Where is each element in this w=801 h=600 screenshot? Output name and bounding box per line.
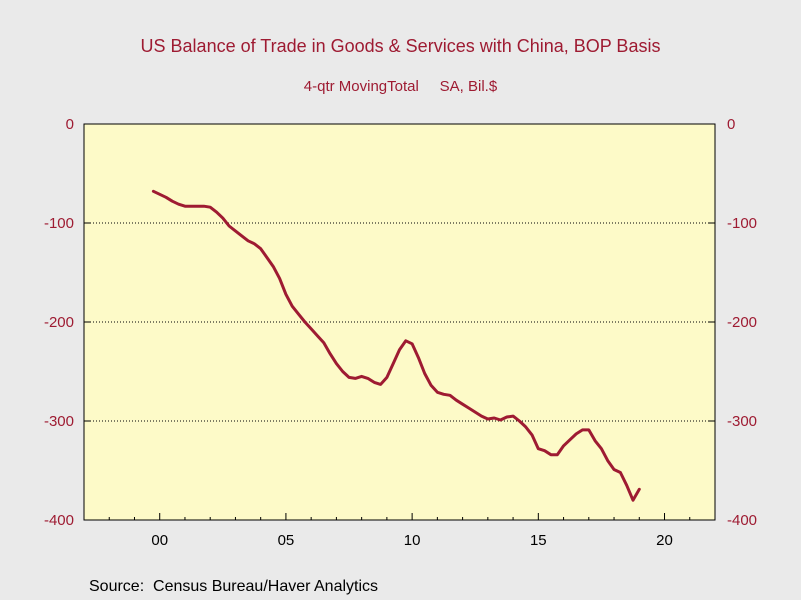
y-tick-label-left: 0 [66,116,74,133]
y-tick-label-right: -100 [727,215,757,232]
y-tick-label-right: -400 [727,512,757,529]
x-tick-label: 00 [151,532,168,549]
series-line [151,189,641,502]
y-tick-label-left: -100 [44,215,74,232]
y-tick-label-right: -200 [727,314,757,331]
chart-title: US Balance of Trade in Goods & Services … [140,36,661,56]
y-tick-label-left: -400 [44,512,74,529]
x-tick-label: 20 [656,532,673,549]
y-tick-label-right: 0 [727,116,735,133]
x-tick-label: 05 [278,532,295,549]
y-tick-label-left: -200 [44,314,74,331]
x-tick-label: 15 [530,532,547,549]
source-note: Source: Census Bureau/Haver Analytics [89,578,379,595]
y-tick-label-right: -300 [727,413,757,430]
y-tick-label-left: -300 [44,413,74,430]
x-tick-label: 10 [404,532,421,549]
chart-subtitle: 4-qtr MovingTotal SA, Bil.$ [303,78,498,95]
